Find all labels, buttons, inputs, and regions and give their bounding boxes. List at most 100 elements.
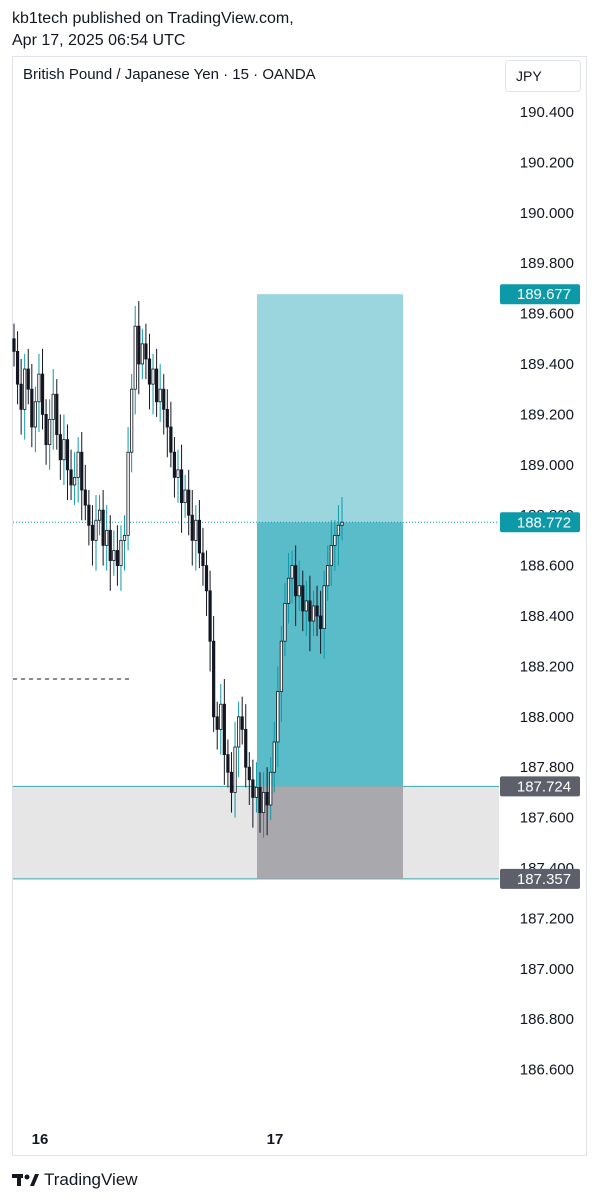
y-axis-tick-label: 189.800 [520, 255, 574, 272]
candle-body [340, 521, 344, 526]
candle-body [69, 469, 73, 486]
candle-body [55, 393, 59, 435]
candle-body [301, 585, 305, 612]
y-axis-tick-label: 186.600 [520, 1062, 574, 1079]
y-axis-tick-label: 188.000 [520, 709, 574, 726]
candle-body [286, 577, 291, 604]
candle-body [137, 325, 141, 365]
candle-body [62, 439, 66, 461]
y-axis-tick-label: 189.200 [520, 406, 574, 423]
candle-body [290, 565, 294, 579]
publisher-line: kb1tech published on TradingView.com, [12, 10, 294, 27]
candle-body [12, 338, 16, 352]
y-axis-tick-label: 188.400 [520, 608, 574, 625]
y-axis-tick-label: 190.400 [520, 104, 574, 121]
symbol-title: British Pound / Japanese Yen · 15 · OAND… [23, 66, 316, 83]
stop-price-label: 187.357 [517, 871, 571, 888]
candle-body [204, 565, 209, 592]
candle-body [336, 524, 341, 536]
candle-body [97, 509, 102, 521]
candle-body [261, 792, 266, 813]
candle-body [33, 401, 37, 428]
candle-body [254, 786, 259, 798]
entry-price-label: 187.724 [517, 778, 571, 795]
y-axis-tick-label: 189.600 [520, 306, 574, 323]
brand-name: TradingView [44, 1170, 138, 1189]
candle-body [44, 413, 48, 446]
candle-body [272, 741, 276, 773]
candle-body [237, 716, 241, 748]
candle-body [101, 509, 105, 546]
y-axis-tick-label: 188.200 [520, 658, 574, 675]
candle-body [215, 716, 219, 730]
candle-body [222, 703, 226, 756]
currency-button[interactable]: JPY [505, 60, 581, 92]
candle-body [244, 729, 248, 768]
candle-body [176, 469, 180, 478]
candle-body [147, 358, 152, 385]
candle-body [90, 524, 95, 541]
candle-body [233, 746, 237, 793]
chart-frame [12, 56, 587, 1156]
candle-body [105, 529, 109, 546]
candle-body [326, 565, 330, 587]
y-axis-tick-label: 189.400 [520, 356, 574, 373]
candle-body [319, 615, 323, 630]
candle-body [40, 373, 45, 415]
x-axis-tick-label: 16 [32, 1131, 49, 1148]
candle-body [76, 451, 80, 478]
profit-target-zone[interactable] [257, 294, 403, 523]
candle-body [304, 600, 308, 612]
y-axis-tick-label: 188.600 [520, 558, 574, 575]
candle-body [112, 550, 116, 561]
stop-loss-zone[interactable] [257, 786, 403, 879]
candle-body [258, 786, 262, 813]
target-price-label-bg [500, 284, 580, 305]
candle-body [158, 388, 162, 403]
y-axis-tick-label: 187.000 [520, 961, 574, 978]
tradingview-brand[interactable]: TradingView [12, 1168, 138, 1192]
candle-body [169, 426, 173, 453]
candle-body [65, 439, 70, 471]
y-axis-tick-label: 187.800 [520, 759, 574, 776]
candle-body [122, 534, 127, 541]
candle-body [83, 489, 87, 506]
candle-body [48, 419, 52, 446]
candle-body [172, 451, 177, 478]
candle-body [119, 540, 123, 567]
candle-body [329, 545, 333, 567]
candle-body [26, 368, 30, 390]
candle-body [247, 766, 251, 781]
candle-body [197, 519, 201, 554]
candle-body [308, 600, 312, 622]
candle-body [297, 585, 301, 597]
candle-body [194, 519, 198, 541]
candle-body [294, 565, 298, 597]
current-price-label: 188.772 [517, 514, 571, 531]
candle-body [133, 325, 137, 390]
candle-body [212, 640, 216, 718]
candle-body [155, 368, 159, 403]
candle-body [311, 605, 316, 622]
candle-body [115, 550, 119, 566]
candle-body [315, 605, 319, 617]
candle-body [130, 388, 134, 453]
y-axis-tick-label: 190.200 [520, 154, 574, 171]
stop-price-label-bg [500, 868, 580, 889]
candle-body [108, 529, 112, 561]
candle-body [51, 393, 55, 420]
candle-body [151, 368, 155, 385]
target-price-label: 189.677 [517, 286, 571, 303]
candle-body [333, 534, 337, 546]
candle-body [265, 792, 269, 806]
candle-body [19, 383, 23, 410]
y-axis-tick-label: 189.000 [520, 457, 574, 474]
candle-body [276, 691, 280, 743]
candle-body [283, 603, 287, 642]
candle-body [165, 408, 169, 428]
candle-body [240, 716, 244, 730]
candle-body [183, 489, 187, 504]
candle-body [73, 476, 77, 486]
candle-body [162, 388, 166, 410]
